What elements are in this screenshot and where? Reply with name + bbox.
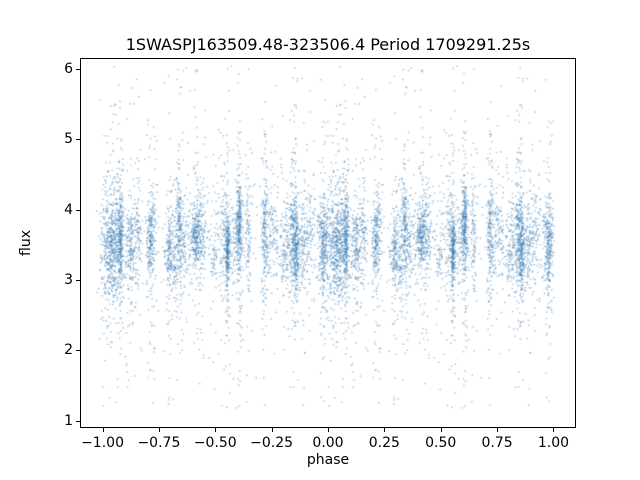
y-tick-mark (76, 139, 80, 141)
x-tick-mark (215, 428, 217, 432)
x-tick-label: −0.50 (193, 435, 237, 451)
x-tick-label: 0.25 (368, 435, 400, 451)
y-tick-label: 2 (64, 342, 73, 359)
x-tick-mark (553, 428, 555, 432)
y-tick-mark (76, 280, 80, 281)
y-tick-label: 3 (64, 272, 73, 288)
x-tick-mark (158, 428, 160, 432)
y-tick-label: 1 (64, 412, 73, 429)
y-tick-mark (76, 209, 80, 211)
axes-frame (80, 58, 577, 429)
x-tick-mark (497, 428, 499, 432)
plot-title: 1SWASPJ163509.48-323506.4 Period 1709291… (125, 35, 531, 54)
x-tick-label: 0.00 (312, 435, 344, 451)
y-tick-label: 5 (64, 131, 73, 148)
y-tick-label: 4 (64, 201, 73, 218)
x-axis-label: phase (306, 452, 350, 468)
x-tick-label: 0.50 (425, 435, 457, 451)
x-tick-mark (328, 428, 329, 432)
x-tick-label: 1.00 (537, 435, 570, 451)
x-tick-label: −0.25 (250, 435, 294, 451)
y-axis-label: flux (18, 230, 34, 256)
y-tick-label: 6 (64, 60, 73, 77)
x-tick-label: 0.75 (481, 435, 513, 451)
x-tick-label: −1.00 (81, 435, 124, 451)
y-tick-mark (76, 350, 80, 352)
x-tick-label: −0.75 (137, 435, 181, 451)
x-tick-mark (271, 428, 273, 432)
x-tick-mark (384, 428, 386, 432)
y-tick-mark (76, 420, 80, 422)
x-tick-mark (440, 428, 442, 432)
scatter-canvas (81, 59, 577, 429)
x-tick-mark (102, 428, 104, 432)
y-tick-mark (76, 68, 80, 70)
